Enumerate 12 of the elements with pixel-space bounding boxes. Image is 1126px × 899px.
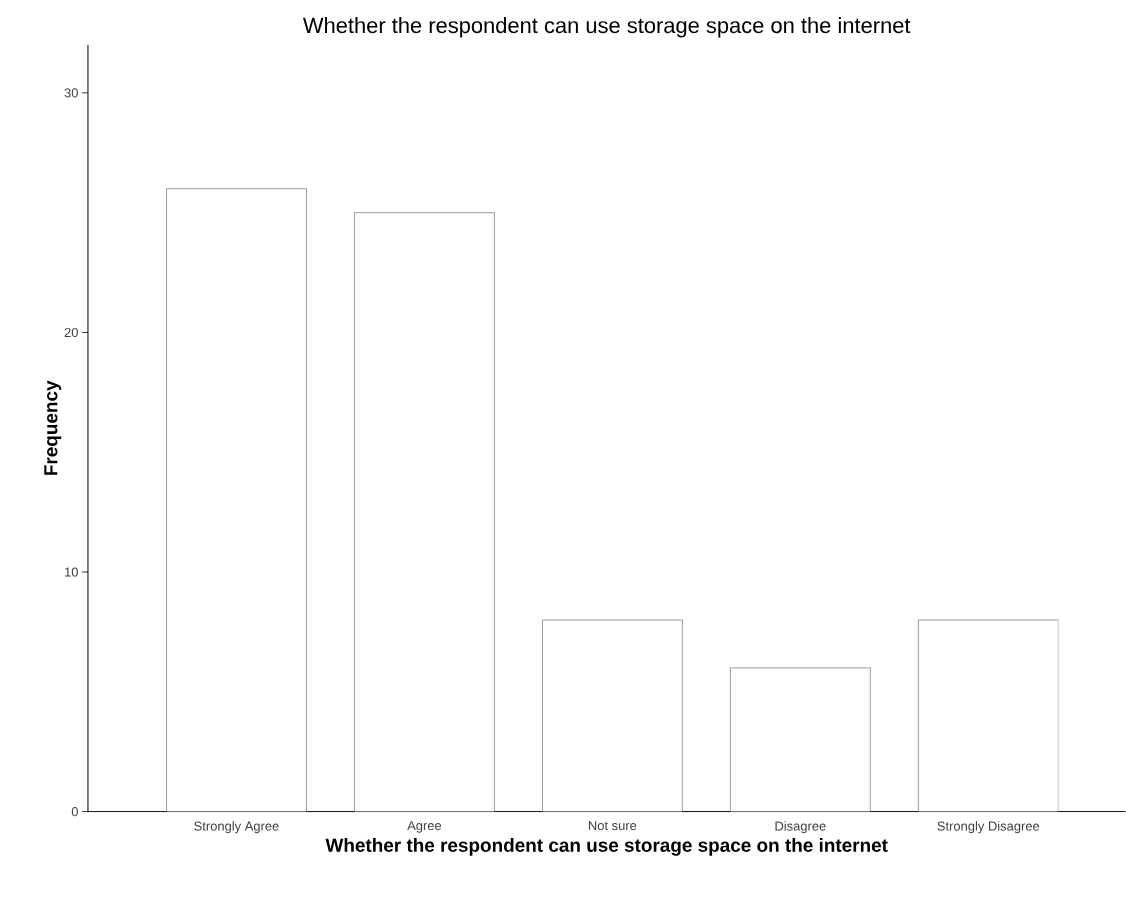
y-tick-label: 10 [65, 567, 78, 577]
y-tick-label: 20 [64, 328, 78, 338]
x-tick-label: Agree [407, 821, 442, 833]
x-tick-label: Not sure [588, 821, 637, 831]
y-axis-title: Frequency [44, 380, 62, 476]
y-tick-label: 0 [71, 807, 78, 817]
y-tick-label: 30 [64, 88, 78, 98]
x-tick-label: Strongly Disagree [937, 821, 1040, 834]
x-tick-label: Strongly Agree [194, 821, 279, 834]
x-axis-title: Whether the respondent can use storage space on the internet [325, 838, 888, 856]
chart-title: Whether the respondent can use storage space on the internet [302, 17, 911, 38]
x-tick-label: Disagree [775, 821, 826, 834]
